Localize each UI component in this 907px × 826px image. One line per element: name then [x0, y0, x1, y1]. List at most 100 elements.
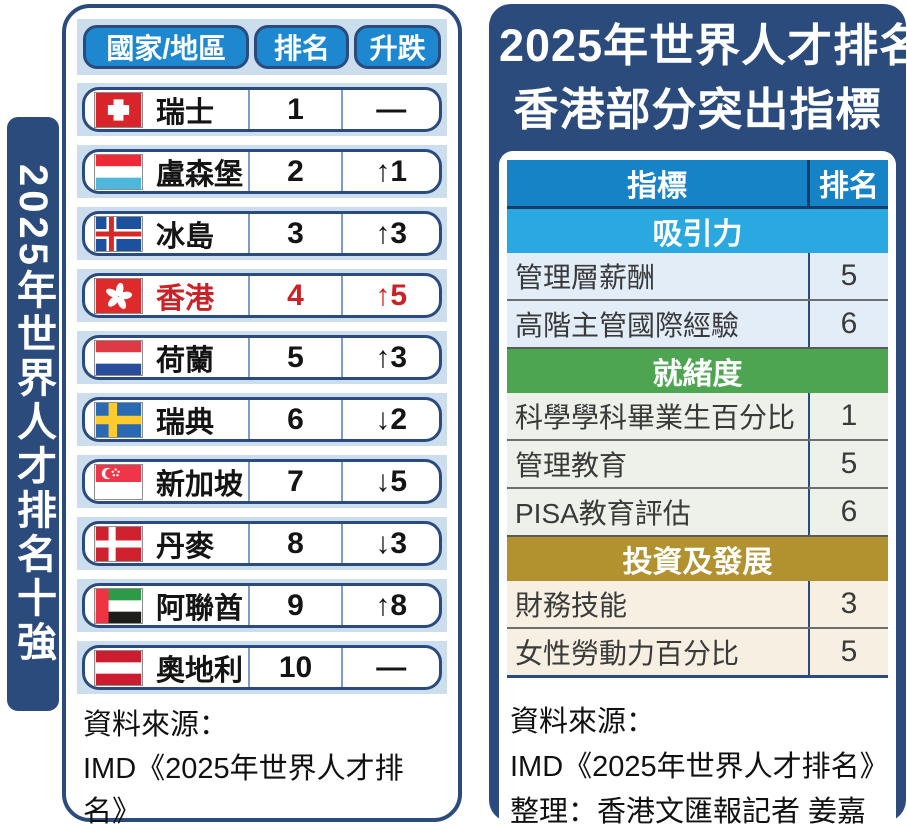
indicator-rank: 5 [808, 440, 888, 487]
rank-value: 1 [287, 92, 304, 126]
table-row: 阿聯酋 9 ↑8 [77, 579, 447, 632]
panel-title-line1: 2025年世界人才排名 [499, 20, 907, 71]
header-rank: 排名 [254, 25, 350, 69]
table-row: 香港 4 ↑5 [77, 269, 447, 322]
rank-cell: 5 [250, 338, 344, 377]
country-name: 瑞士 [156, 96, 215, 129]
rank-value: 8 [287, 526, 304, 560]
change-cell: ↑3 [343, 338, 439, 377]
rank-value: 7 [287, 464, 304, 498]
country-cell: 冰島 [85, 214, 250, 253]
rank-cell: 9 [250, 586, 344, 625]
country-name: 阿聯酋 [156, 592, 244, 625]
section-header-readiness: 就緒度 [507, 346, 888, 393]
source-line: IMD《2025年世界人才排名》 [83, 752, 404, 826]
country-name: 香港 [156, 282, 215, 315]
flag-iceland-icon [94, 215, 143, 252]
change-value: ↑3 [375, 216, 408, 250]
change-cell: ↑8 [343, 586, 439, 625]
banner-title: 2025年世界人才排名十強 [11, 163, 55, 665]
rank-value: 4 [287, 278, 304, 312]
rank-value: 2 [287, 154, 304, 188]
panel-title-line2: 香港部分突出指標 [513, 83, 882, 135]
rank-cell: 1 [250, 90, 344, 129]
country-cell: 阿聯酋 [85, 586, 250, 625]
change-value: ↑1 [375, 154, 408, 188]
change-cell: ↓3 [343, 524, 439, 563]
country-name: 新加坡 [156, 468, 244, 501]
flag-uae-icon [94, 587, 143, 624]
country-name: 冰島 [156, 220, 215, 253]
flag-luxembourg-icon [94, 153, 143, 190]
indicator-name: 科學學科畢業生百分比 [515, 401, 796, 433]
source-line: 整理：香港文匯報記者 姜嘉軒 [510, 795, 867, 826]
table-row: 奧地利 10 — [77, 641, 447, 694]
source-line: 資料來源： [510, 705, 656, 738]
table-row: 荷蘭 5 ↑3 [77, 331, 447, 384]
header-country-region: 國家/地區 [83, 25, 250, 69]
change-cell: ↑3 [343, 214, 439, 253]
change-cell: — [343, 90, 439, 129]
indicator-name: 管理教育 [515, 449, 628, 481]
country-cell: 荷蘭 [85, 338, 250, 377]
indicator-name: PISA教育評估 [515, 497, 691, 529]
ranking-panel: 國家/地區 排名 升跌 瑞士 1 — 盧森堡 2 [62, 4, 462, 826]
indicator-rank: 6 [808, 300, 888, 347]
table-row: 丹麥 8 ↓3 [77, 517, 447, 570]
country-cell: 瑞士 [85, 90, 250, 129]
table-row: 盧森堡 2 ↑1 [77, 145, 447, 198]
indicator-row: 女性勞動力百分比 5 [507, 626, 888, 675]
indicator-row: 管理層薪酬 5 [507, 252, 888, 299]
rank-cell: 3 [250, 214, 344, 253]
indicators-header-row: 指標 排名 [507, 159, 888, 209]
change-value: ↑3 [375, 340, 408, 374]
change-value: ↓3 [375, 526, 408, 560]
indicator-row: 管理教育 5 [507, 438, 888, 487]
rank-value: 6 [287, 402, 304, 436]
country-name: 荷蘭 [156, 344, 215, 377]
rank-value: 5 [287, 340, 304, 374]
indicator-name: 高階主管國際經驗 [515, 309, 740, 341]
change-value: ↑5 [375, 278, 408, 312]
indicators-content: 指標 排名 吸引力 管理層薪酬 5 高階主管國際經驗 6 就緒度 科學學科畢業生… [499, 150, 896, 826]
source-line: 資料來源： [83, 709, 229, 741]
change-value: ↓5 [375, 464, 408, 498]
country-cell: 丹麥 [85, 524, 250, 563]
table-row: 瑞士 1 — [77, 83, 447, 136]
rank-value: 10 [278, 650, 313, 684]
flag-switzerland-icon [94, 91, 143, 128]
rank-cell: 6 [250, 400, 344, 439]
indicator-row: 財務技能 3 [507, 580, 888, 627]
ranking-header-row: 國家/地區 排名 升跌 [77, 19, 447, 75]
change-value: — [376, 650, 407, 684]
indicator-rank: 5 [808, 252, 888, 299]
change-cell: ↓2 [343, 400, 439, 439]
indicator-rank: 3 [808, 580, 888, 627]
country-cell: 奧地利 [85, 648, 250, 687]
rank-value: 3 [287, 216, 304, 250]
flag-sweden-icon [94, 401, 143, 438]
indicators-source: 資料來源： IMD《2025年世界人才排名》 整理：香港文匯報記者 姜嘉軒 [507, 700, 889, 826]
table-row: 新加坡 7 ↓5 [77, 455, 447, 508]
change-value: ↓2 [375, 402, 408, 436]
source-line: IMD《2025年世界人才排名》 [510, 750, 889, 783]
indicator-row: 科學學科畢業生百分比 1 [507, 392, 888, 439]
section-header-investment-development: 投資及發展 [507, 534, 888, 581]
indicator-row: PISA教育評估 6 [507, 486, 888, 535]
indicator-name: 女性勞動力百分比 [515, 637, 740, 669]
rank-cell: 8 [250, 524, 344, 563]
change-cell: — [343, 648, 439, 687]
flag-singapore-icon [94, 463, 143, 500]
flag-netherlands-icon [94, 339, 143, 376]
section-header-attractiveness: 吸引力 [507, 208, 888, 253]
country-cell: 盧森堡 [85, 152, 250, 191]
country-name: 盧森堡 [156, 158, 244, 191]
rank-value: 9 [287, 588, 304, 622]
change-cell: ↑5 [343, 276, 439, 315]
rank-cell: 10 [250, 648, 344, 687]
change-cell: ↓5 [343, 462, 439, 501]
indicator-rank: 1 [808, 392, 888, 439]
indicators-panel: 2025年世界人才排名 香港部分突出指標 指標 排名 吸引力 管理層薪酬 5 高… [489, 4, 907, 826]
table-row: 冰島 3 ↑3 [77, 207, 447, 260]
